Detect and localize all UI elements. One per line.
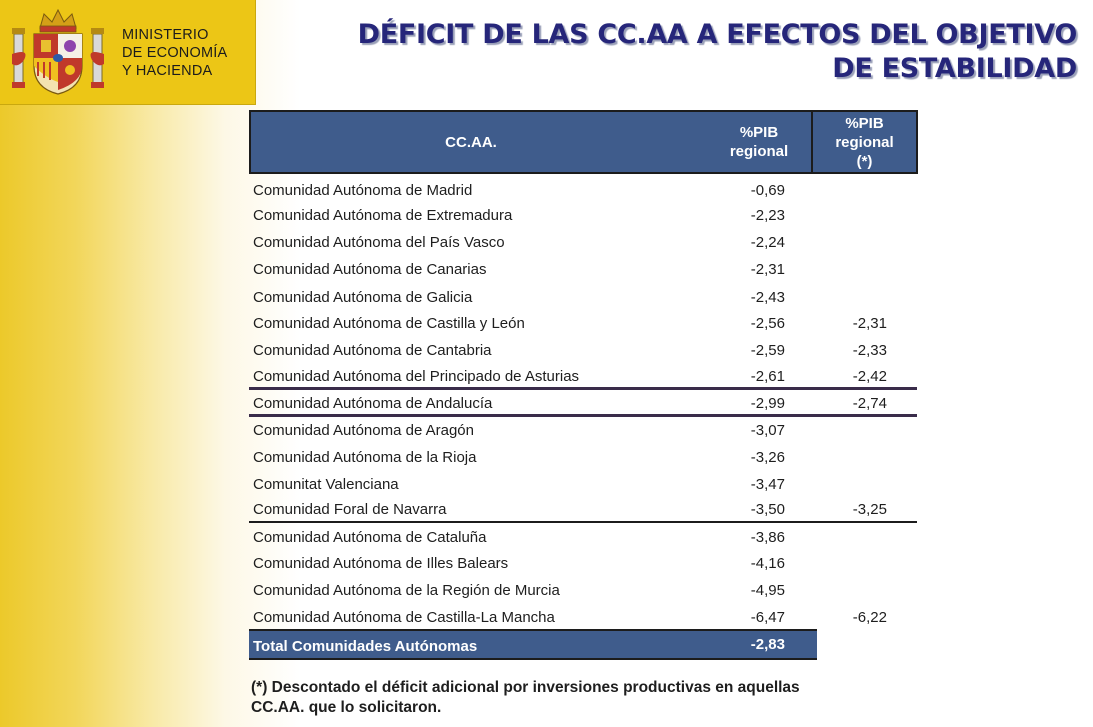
- header-pib-adj-line: (*): [856, 152, 873, 170]
- row-pib: -3,86: [750, 529, 785, 546]
- row-pib: -2,23: [750, 207, 785, 224]
- row-pib-adj: -3,25: [852, 501, 887, 518]
- table-row: Comunidad Autónoma del País Vasco -2,24: [249, 230, 917, 256]
- table-row: Comunidad Foral de Navarra -3,50 -3,25: [249, 497, 917, 523]
- row-pib: -6,47: [750, 609, 785, 626]
- row-pib: -2,24: [750, 234, 785, 251]
- header-pib-adj-line: %PIB: [845, 114, 884, 132]
- row-pib-adj: -2,42: [852, 368, 887, 385]
- row-name: Comunidad Autónoma de Andalucía: [253, 395, 493, 412]
- ministry-name: MINISTERIO DE ECONOMÍA Y HACIENDA: [122, 26, 227, 80]
- ministry-logo-block: MINISTERIO DE ECONOMÍA Y HACIENDA: [0, 0, 256, 105]
- table-row: Comunidad Autónoma de Canarias -2,31: [249, 257, 917, 283]
- row-name: Comunidad Foral de Navarra: [253, 501, 447, 518]
- footnote-line: (*) Descontado el déficit adicional por …: [251, 679, 800, 696]
- table-row: Comunidad Autónoma del Principado de Ast…: [249, 364, 917, 390]
- table-row: Comunidad Autónoma de Cataluña -3,86: [249, 525, 917, 551]
- row-pib: -4,95: [750, 582, 785, 599]
- total-pib: -2,83: [750, 636, 785, 653]
- row-pib: -3,47: [750, 476, 785, 493]
- total-row: Total Comunidades Autónomas -2,83: [249, 629, 817, 660]
- row-pib: -2,43: [750, 289, 785, 306]
- row-name: Comunidad Autónoma del Principado de Ast…: [253, 368, 580, 385]
- title-line: DE ESTABILIDAD: [832, 53, 1077, 84]
- row-pib: -0,69: [750, 182, 785, 199]
- header-pib-adjusted: %PIB regional (*): [811, 110, 918, 174]
- table-row: Comunidad Autónoma de Cantabria -2,59 -2,3…: [249, 338, 917, 364]
- row-name: Comunidad Autónoma de Extremadura: [253, 207, 513, 224]
- table-row: Comunidad Autónoma de la Región de Murci…: [249, 578, 917, 604]
- row-pib-adj: -6,22: [852, 609, 887, 626]
- header-pib-adj-line: regional: [835, 133, 894, 151]
- row-pib: -2,56: [750, 315, 785, 332]
- table-row: Comunidad Autónoma de Illes Balears -4,16: [249, 551, 917, 577]
- row-name: Comunidad Autónoma de Galicia: [253, 289, 473, 306]
- row-pib-adj: -2,31: [852, 315, 887, 332]
- table-row: Comunidad Autónoma de Castilla-La Mancha…: [249, 605, 917, 631]
- header-ccaa: CC.AA.: [445, 133, 497, 151]
- row-pib: -3,50: [750, 501, 785, 518]
- table-row: Comunidad Autónoma de Andalucía -2,99 -2,7…: [249, 391, 917, 417]
- coat-of-arms-icon: [12, 8, 104, 95]
- table-row: Comunidad Autónoma de Castilla y León -2,…: [249, 311, 917, 337]
- table-row: Comunidad Autónoma de Galicia -2,43: [249, 285, 917, 311]
- row-name: Comunidad Autónoma de Cataluña: [253, 529, 487, 546]
- row-pib: -4,16: [750, 555, 785, 572]
- row-name: Comunidad Autónoma de la Rioja: [253, 449, 477, 466]
- table-header-main: CC.AA. %PIB regional: [249, 110, 812, 174]
- header-pib-line: regional: [729, 143, 789, 160]
- footnote-line: CC.AA. que lo solicitaron.: [251, 699, 442, 716]
- row-name: Comunidad Autónoma de la Región de Murci…: [253, 582, 560, 599]
- row-pib: -3,26: [750, 449, 785, 466]
- row-name: Comunitat Valenciana: [253, 476, 399, 493]
- row-name: Comunidad Autónoma de Castilla y León: [253, 315, 525, 332]
- row-name: Comunidad Autónoma de Castilla-La Mancha: [253, 609, 555, 626]
- row-name: Comunidad Autónoma de Canarias: [253, 261, 487, 278]
- row-pib: -3,07: [750, 422, 785, 439]
- ministry-line: DE ECONOMÍA: [122, 45, 228, 61]
- group-divider: [249, 387, 917, 390]
- ministry-line: MINISTERIO: [122, 27, 209, 43]
- footnote: (*) Descontado el déficit adicional por …: [251, 678, 891, 718]
- table-row: Comunidad Autónoma de Aragón -3,07: [249, 418, 917, 444]
- title-line: DÉFICIT DE LAS CC.AA A EFECTOS DEL OBJET…: [357, 19, 1078, 50]
- page-title: DÉFICIT DE LAS CC.AA A EFECTOS DEL OBJET…: [357, 18, 1078, 86]
- row-pib: -2,99: [750, 395, 785, 412]
- total-label: Total Comunidades Autónomas: [253, 638, 478, 655]
- row-name: Comunidad Autónoma de Madrid: [253, 182, 473, 199]
- row-name: Comunidad Autónoma de Illes Balears: [253, 555, 509, 572]
- row-pib-adj: -2,74: [852, 395, 887, 412]
- table-row: Comunitat Valenciana -3,47: [249, 472, 917, 498]
- header-pib: %PIB regional: [706, 123, 812, 161]
- row-name: Comunidad Autónoma de Cantabria: [253, 342, 492, 359]
- row-pib: -2,31: [750, 261, 785, 278]
- row-pib: -2,61: [750, 368, 785, 385]
- row-name: Comunidad Autónoma de Aragón: [253, 422, 474, 439]
- table-row: Comunidad Autónoma de la Rioja -3,26: [249, 445, 917, 471]
- row-name: Comunidad Autónoma del País Vasco: [253, 234, 505, 251]
- header-pib-line: %PIB: [739, 124, 779, 141]
- group-divider: [249, 521, 917, 523]
- row-pib: -2,59: [750, 342, 785, 359]
- table-row: Comunidad Autónoma de Madrid -0,69: [249, 178, 917, 204]
- row-pib-adj: -2,33: [852, 342, 887, 359]
- group-divider: [249, 414, 917, 417]
- ministry-line: Y HACIENDA: [122, 63, 213, 79]
- table-row: Comunidad Autónoma de Extremadura -2,23: [249, 203, 917, 229]
